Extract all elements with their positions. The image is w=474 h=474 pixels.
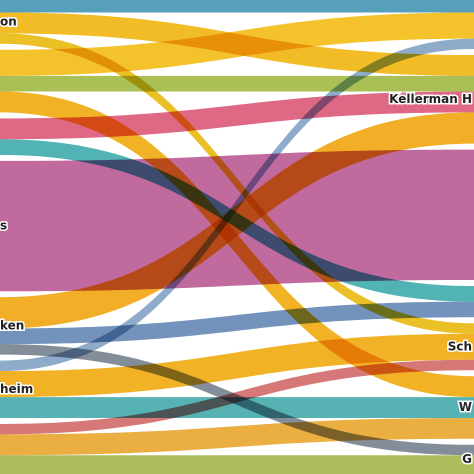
target-label: Sch bbox=[448, 339, 472, 353]
target-label: W bbox=[459, 400, 472, 414]
flow bbox=[0, 91, 474, 140]
source-label: on bbox=[0, 14, 17, 28]
source-label: heim bbox=[0, 382, 33, 396]
target-label: Kellerman H bbox=[389, 92, 472, 106]
flow bbox=[0, 417, 474, 456]
source-label: ken bbox=[0, 318, 24, 332]
flow bbox=[0, 0, 474, 13]
flow bbox=[0, 38, 474, 372]
flow bbox=[0, 12, 474, 76]
flow bbox=[0, 359, 474, 435]
source-label: s bbox=[0, 219, 7, 233]
target-label: G bbox=[462, 452, 472, 466]
flow bbox=[0, 112, 474, 329]
flow bbox=[0, 333, 474, 398]
flow bbox=[0, 75, 474, 92]
flow bbox=[0, 397, 474, 418]
flow bbox=[0, 455, 474, 474]
